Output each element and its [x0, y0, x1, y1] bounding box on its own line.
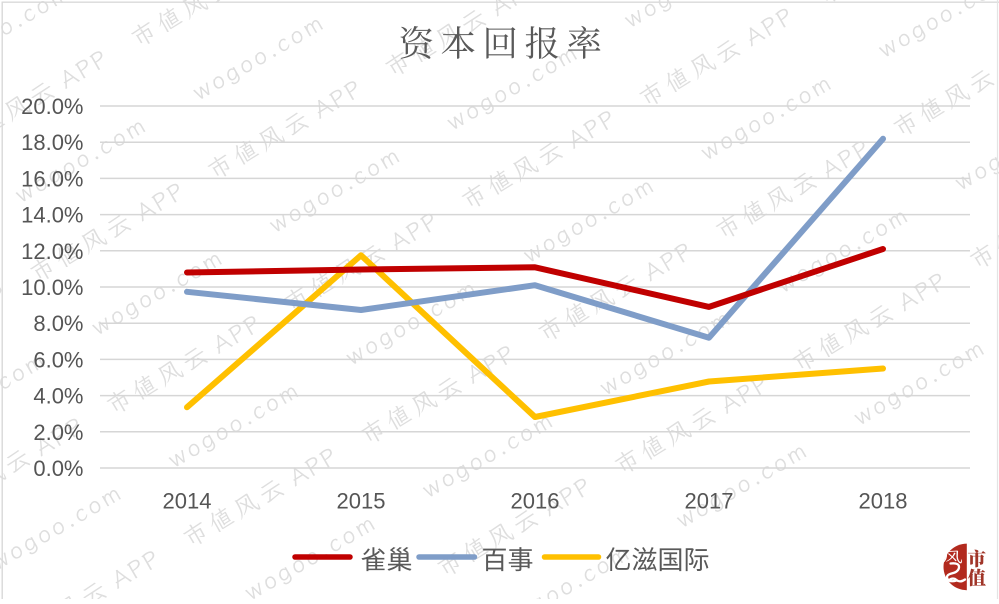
svg-text:10.0%: 10.0%	[21, 275, 83, 300]
svg-text:2017: 2017	[685, 489, 734, 514]
svg-text:14.0%: 14.0%	[21, 203, 83, 228]
svg-text:4.0%: 4.0%	[33, 384, 83, 409]
svg-text:2015: 2015	[337, 489, 386, 514]
svg-text:2018: 2018	[859, 489, 908, 514]
svg-text:8.0%: 8.0%	[33, 311, 83, 336]
svg-text:2016: 2016	[511, 489, 560, 514]
svg-text:16.0%: 16.0%	[21, 166, 83, 191]
svg-text:2014: 2014	[163, 489, 212, 514]
svg-text:18.0%: 18.0%	[21, 130, 83, 155]
svg-text:6.0%: 6.0%	[33, 347, 83, 372]
svg-text:0.0%: 0.0%	[33, 456, 83, 481]
svg-text:2.0%: 2.0%	[33, 420, 83, 445]
svg-text:20.0%: 20.0%	[21, 94, 83, 119]
svg-text:12.0%: 12.0%	[21, 239, 83, 264]
